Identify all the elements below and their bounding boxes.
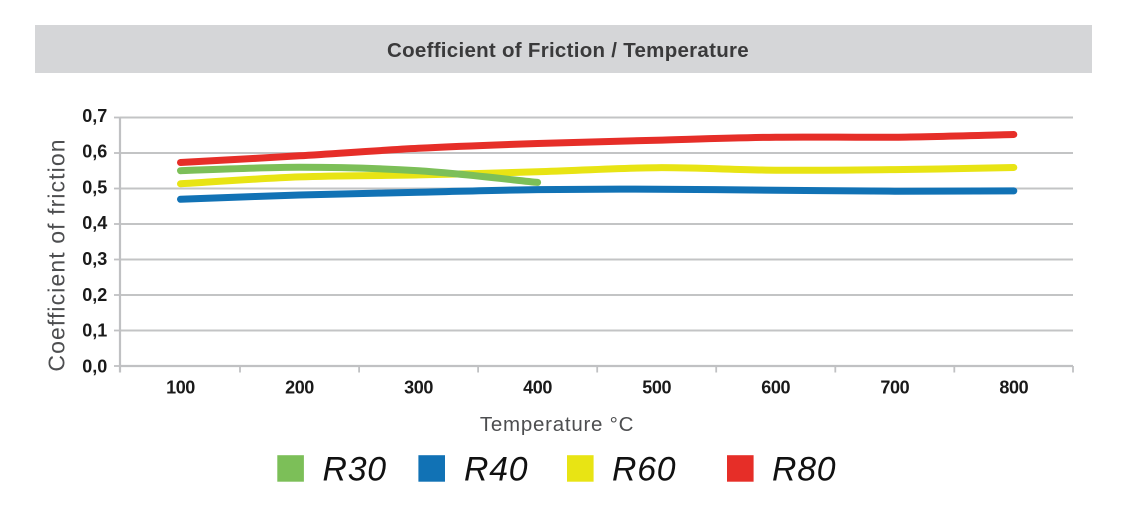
svg-text:Coefficient of Friction / Temp: Coefficient of Friction / Temperature — [387, 39, 749, 62]
svg-text:Coefficient of friction: Coefficient of friction — [44, 138, 70, 371]
svg-text:0,1: 0,1 — [82, 321, 107, 341]
svg-text:700: 700 — [880, 377, 909, 397]
svg-text:300: 300 — [404, 377, 433, 397]
svg-text:0,0: 0,0 — [82, 357, 107, 377]
svg-text:100: 100 — [166, 377, 195, 397]
svg-text:0,2: 0,2 — [82, 285, 107, 305]
svg-text:R60: R60 — [612, 451, 676, 489]
svg-text:200: 200 — [285, 377, 314, 397]
svg-text:600: 600 — [761, 377, 790, 397]
svg-text:0,4: 0,4 — [82, 213, 107, 233]
svg-text:0,7: 0,7 — [82, 106, 107, 126]
svg-text:800: 800 — [999, 377, 1028, 397]
svg-text:0,6: 0,6 — [82, 142, 107, 162]
svg-text:R40: R40 — [464, 451, 528, 489]
svg-text:0,3: 0,3 — [82, 249, 107, 269]
svg-text:R80: R80 — [772, 451, 836, 489]
svg-text:400: 400 — [523, 377, 552, 397]
svg-text:R30: R30 — [323, 451, 387, 489]
svg-text:0,5: 0,5 — [82, 177, 107, 197]
svg-text:500: 500 — [642, 377, 671, 397]
svg-text:Temperature °C: Temperature °C — [480, 413, 634, 436]
